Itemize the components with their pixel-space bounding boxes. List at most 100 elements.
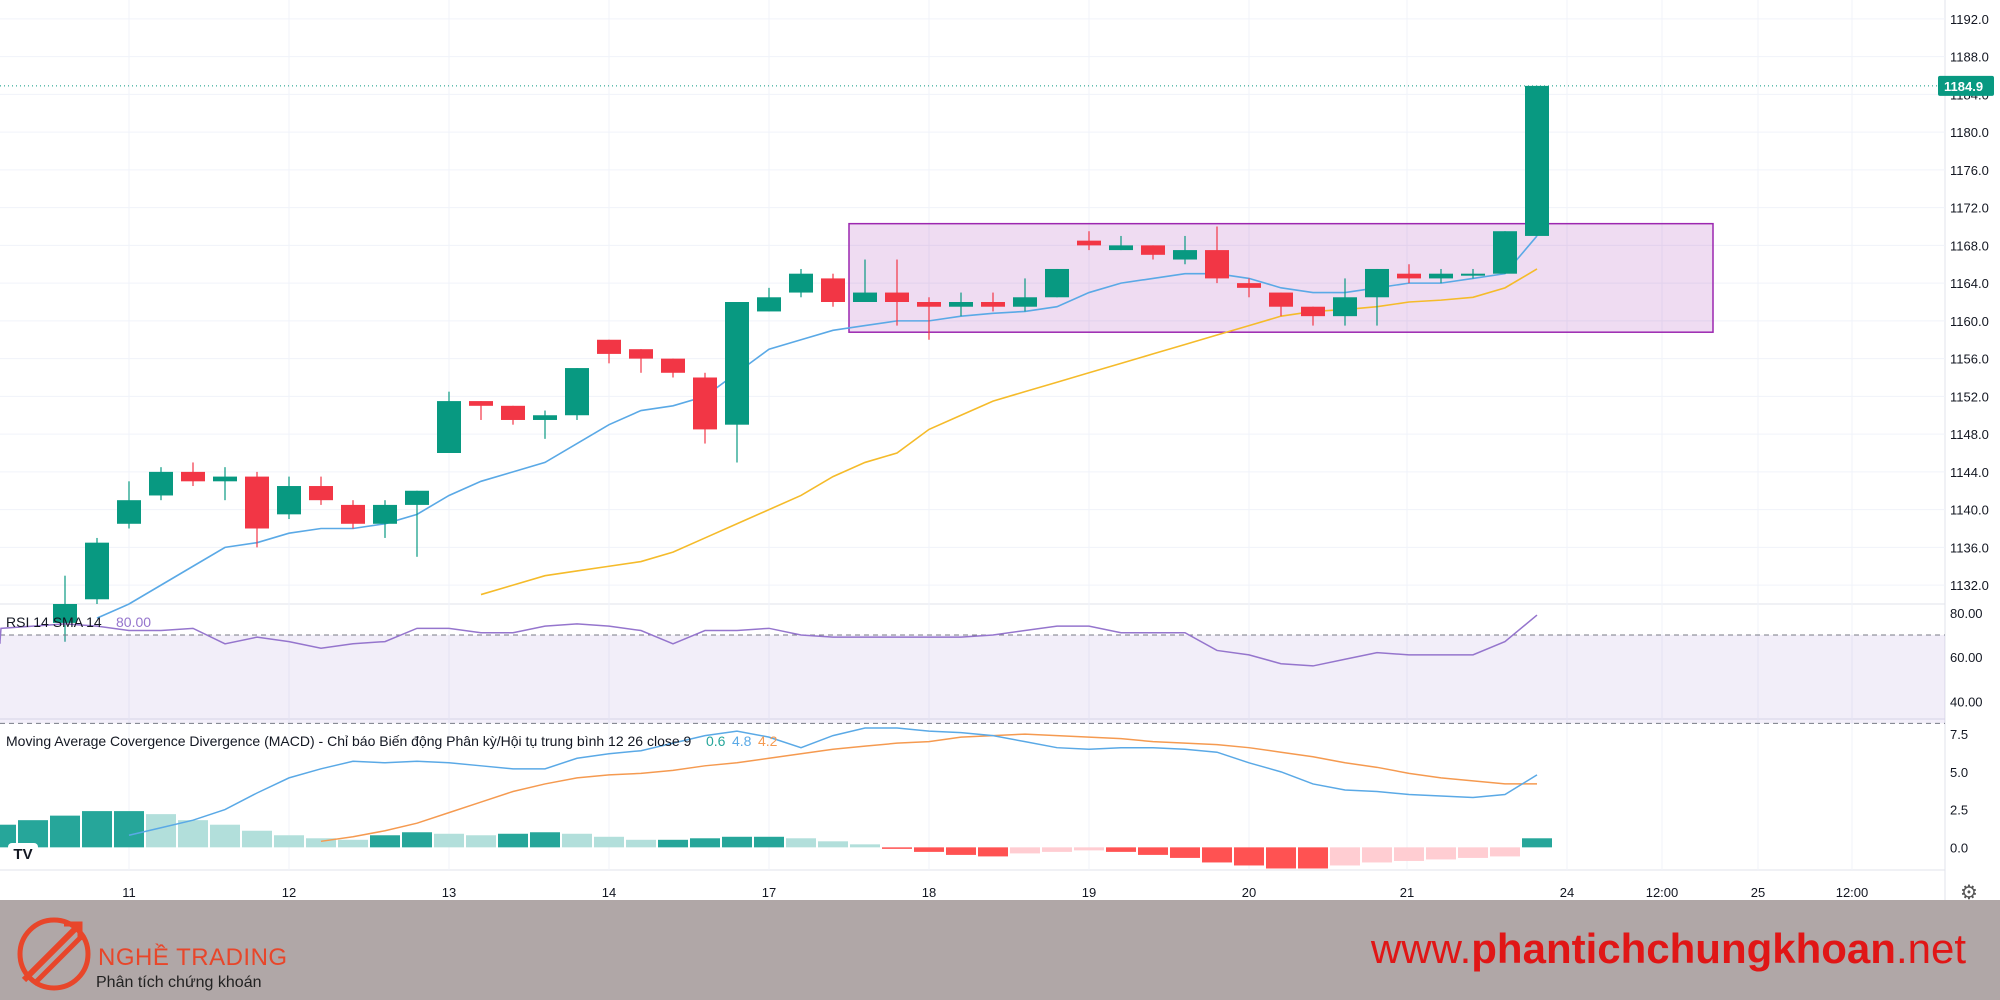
gear-icon[interactable]: ⚙ bbox=[1960, 882, 1978, 904]
macd-signal-line bbox=[320, 733, 1537, 843]
footer-banner bbox=[0, 900, 2000, 1000]
rsi-value: 80.00 bbox=[116, 614, 151, 630]
candle-body bbox=[693, 377, 717, 430]
macd-histogram-bar bbox=[690, 838, 720, 848]
candle-body bbox=[85, 542, 109, 600]
candle-body bbox=[373, 504, 397, 524]
macd-histogram-bar bbox=[754, 836, 784, 848]
price-tick-label: 1156.0 bbox=[1950, 352, 1989, 367]
time-tick-label: 17 bbox=[762, 885, 776, 900]
macd-value: 4.2 bbox=[758, 733, 778, 749]
candle-body bbox=[853, 292, 877, 302]
candle-body bbox=[821, 278, 845, 302]
price-tick-label: 1188.0 bbox=[1950, 50, 1989, 65]
macd-histogram-bar bbox=[498, 833, 528, 848]
candle-body bbox=[597, 339, 621, 354]
macd-histogram-bar bbox=[786, 838, 816, 848]
macd-tick-label: 7.5 bbox=[1950, 727, 1968, 742]
time-tick-label: 13 bbox=[442, 885, 456, 900]
macd-histogram-bar bbox=[1202, 847, 1232, 863]
price-tick-label: 1140.0 bbox=[1950, 503, 1989, 518]
price-tick-label: 1192.0 bbox=[1950, 12, 1989, 27]
macd-histogram-bar bbox=[818, 841, 848, 848]
candle-body bbox=[533, 415, 557, 420]
candle-body bbox=[1365, 268, 1389, 298]
time-tick-label: 12 bbox=[282, 885, 296, 900]
candle-body bbox=[437, 401, 461, 453]
url-suffix: .net bbox=[1895, 925, 1966, 972]
candle-body bbox=[181, 471, 205, 482]
macd-histogram-bar bbox=[946, 847, 976, 855]
candle-body bbox=[501, 405, 525, 420]
candle-body bbox=[405, 490, 429, 505]
price-tick-label: 1144.0 bbox=[1950, 465, 1989, 480]
macd-histogram-bar bbox=[178, 820, 208, 848]
macd-histogram-bar bbox=[1298, 847, 1328, 869]
macd-histogram-bar bbox=[1426, 847, 1456, 860]
macd-histogram-bar bbox=[1106, 847, 1136, 852]
macd-title: Moving Average Covergence Divergence (MA… bbox=[6, 733, 692, 749]
macd-histogram-bar bbox=[882, 847, 912, 849]
url-domain: phantichchungkhoan bbox=[1471, 925, 1896, 972]
macd-value: 0.6 bbox=[706, 733, 726, 749]
candle-body bbox=[757, 297, 781, 312]
macd-histogram-bar bbox=[850, 844, 880, 848]
candle-body bbox=[725, 302, 749, 425]
macd-histogram-bar bbox=[1138, 847, 1168, 855]
rsi-band bbox=[0, 634, 1945, 724]
macd-histogram-bar bbox=[1042, 847, 1072, 852]
macd-histogram-bar bbox=[1170, 847, 1200, 858]
candle-body bbox=[885, 292, 909, 302]
macd-histogram-bar bbox=[18, 820, 48, 848]
price-tick-label: 1160.0 bbox=[1950, 314, 1989, 329]
macd-tick-label: 5.0 bbox=[1950, 765, 1968, 780]
candle-body bbox=[117, 500, 141, 524]
macd-histogram-bar bbox=[1074, 847, 1104, 851]
time-tick-label: 25 bbox=[1751, 885, 1765, 900]
brand-subtitle: Phân tích chứng khoán bbox=[96, 974, 262, 991]
macd-histogram-bar bbox=[626, 839, 656, 848]
candle-body bbox=[309, 486, 333, 501]
macd-histogram-bar bbox=[402, 832, 432, 848]
time-tick-label: 11 bbox=[122, 885, 136, 900]
candle-body bbox=[469, 401, 493, 406]
candle-body bbox=[1429, 273, 1453, 279]
candle-body bbox=[1173, 250, 1197, 260]
candle-body bbox=[949, 302, 973, 307]
candle-body bbox=[629, 349, 653, 359]
macd-histogram-bar bbox=[1330, 847, 1360, 866]
candle-body bbox=[53, 604, 77, 623]
price-tick-label: 1172.0 bbox=[1950, 201, 1989, 216]
macd-line bbox=[128, 727, 1538, 836]
candle-body bbox=[1493, 231, 1517, 274]
candle-body bbox=[1333, 297, 1357, 317]
candle-body bbox=[565, 368, 589, 416]
macd-tick-label: 0.0 bbox=[1950, 840, 1968, 855]
macd-histogram-bar bbox=[1490, 847, 1520, 857]
candle-body bbox=[341, 504, 365, 524]
macd-histogram-bar bbox=[722, 836, 752, 848]
macd-histogram-bar bbox=[306, 838, 336, 848]
macd-histogram-bar bbox=[914, 847, 944, 852]
macd-histogram-bar bbox=[210, 824, 240, 848]
candle-body bbox=[1045, 268, 1069, 298]
candle-body bbox=[789, 273, 813, 293]
last-price-label: 1184.9 bbox=[1944, 79, 1983, 94]
tradingview-logo: TV bbox=[8, 843, 38, 867]
candle-body bbox=[1077, 240, 1101, 246]
time-tick-label: 12:00 bbox=[1646, 885, 1679, 900]
candle-body bbox=[1205, 250, 1229, 279]
macd-histogram-bar bbox=[242, 830, 272, 848]
macd-histogram-bar bbox=[1362, 847, 1392, 863]
chart-area[interactable]: 1192.01188.01184.01180.01176.01172.01168… bbox=[0, 0, 2000, 900]
ma-fast-line bbox=[96, 235, 1538, 619]
macd-histogram-bar bbox=[274, 835, 304, 848]
macd-histogram-bar bbox=[434, 833, 464, 848]
website-url[interactable]: www.phantichchungkhoan.net bbox=[1371, 925, 1966, 973]
macd-histogram-bar bbox=[530, 832, 560, 848]
candle-body bbox=[149, 471, 173, 496]
price-tick-label: 1168.0 bbox=[1950, 238, 1989, 253]
macd-histogram-bar bbox=[1234, 847, 1264, 866]
time-tick-label: 20 bbox=[1242, 885, 1256, 900]
rsi-tick-label: 60.00 bbox=[1950, 650, 1983, 665]
